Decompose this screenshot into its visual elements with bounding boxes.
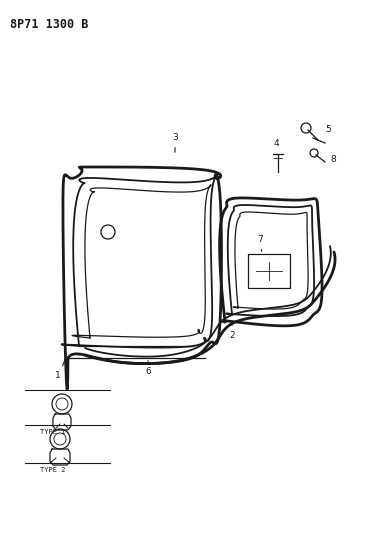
Text: 6: 6 bbox=[145, 361, 151, 376]
Text: TYPE 1: TYPE 1 bbox=[40, 429, 65, 435]
Text: 8P71 1300 B: 8P71 1300 B bbox=[10, 18, 88, 31]
Text: 5: 5 bbox=[325, 125, 331, 134]
Text: 8: 8 bbox=[330, 156, 336, 165]
FancyBboxPatch shape bbox=[248, 254, 290, 288]
Text: 2: 2 bbox=[229, 325, 235, 340]
Text: TYPE 2: TYPE 2 bbox=[40, 467, 65, 473]
Text: 4: 4 bbox=[273, 139, 279, 148]
Text: 3: 3 bbox=[172, 133, 178, 152]
Text: 1: 1 bbox=[55, 359, 66, 380]
Text: 7: 7 bbox=[257, 235, 263, 251]
